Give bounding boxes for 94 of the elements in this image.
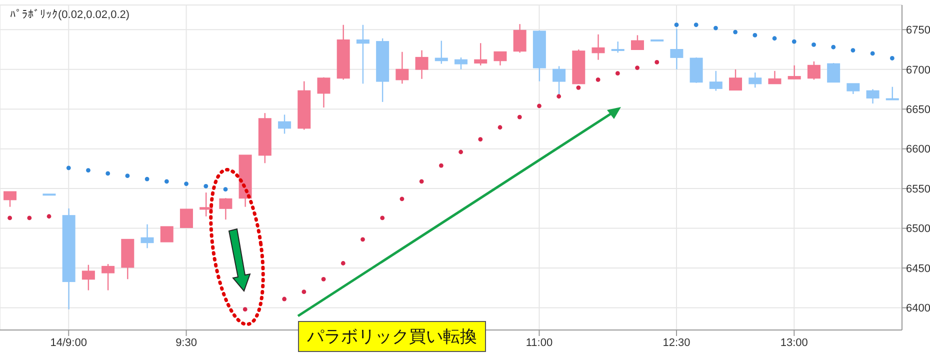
point <box>792 39 796 44</box>
point <box>812 42 816 47</box>
candlestick <box>415 50 428 80</box>
x-tick-label: 11:00 <box>526 336 553 349</box>
point <box>164 179 169 184</box>
candlestick <box>807 60 820 80</box>
candlestick <box>454 56 468 70</box>
y-tick-label: 6450 <box>906 262 930 275</box>
point <box>438 163 444 168</box>
candlestick <box>474 42 488 66</box>
point <box>8 216 12 220</box>
candlestick <box>592 34 605 60</box>
point <box>517 114 522 120</box>
candlestick <box>278 114 292 134</box>
point <box>223 187 228 192</box>
point <box>86 168 90 172</box>
y-tick-label: 6650 <box>906 104 930 116</box>
candlestick <box>494 51 507 66</box>
candlestick <box>434 40 448 64</box>
y-tick-label: 6750 <box>906 24 930 37</box>
candlestick <box>140 224 154 249</box>
point <box>27 216 32 220</box>
candlestick <box>160 226 174 242</box>
candlestick <box>102 263 115 291</box>
x-tick-label: 14/9:00 <box>50 336 87 349</box>
point <box>204 184 208 188</box>
candlestick <box>4 191 16 208</box>
point <box>125 174 130 178</box>
y-tick-label: 6550 <box>906 183 930 196</box>
point <box>596 77 600 82</box>
candlestick <box>82 264 95 291</box>
point <box>635 66 640 70</box>
candlestick <box>709 70 722 92</box>
point <box>694 22 698 28</box>
y-tick-label: 6700 <box>906 64 930 76</box>
point <box>772 36 777 41</box>
point <box>556 94 562 99</box>
x-tick-label: 13:00 <box>780 336 808 349</box>
x-tick-label: 12:30 <box>662 336 690 349</box>
candlestick <box>846 83 860 95</box>
candlestick <box>552 66 566 97</box>
point <box>242 307 248 312</box>
chart-title: ﾊﾟﾗﾎﾞﾘｯｸ(0.02,0.02,0.2) <box>10 8 130 21</box>
y-tick-label: 6400 <box>906 302 930 315</box>
candlestick <box>396 51 409 84</box>
point <box>321 276 326 282</box>
candlestick <box>768 70 782 84</box>
point <box>537 104 542 108</box>
point <box>674 22 679 28</box>
point <box>302 290 306 294</box>
point <box>831 44 836 50</box>
point <box>184 182 188 186</box>
candlestick <box>356 24 370 84</box>
candlestick <box>729 68 742 91</box>
candlestick <box>513 23 526 54</box>
candlestick <box>611 40 624 54</box>
point <box>478 137 483 142</box>
candlestick <box>219 197 232 220</box>
candlestick <box>866 88 880 104</box>
point <box>870 51 875 56</box>
point <box>752 32 758 38</box>
candlestick <box>317 76 330 108</box>
candlestick <box>748 72 762 88</box>
point <box>733 30 738 34</box>
point <box>144 176 150 182</box>
point <box>576 85 581 90</box>
annotation: パラボリック買い転換 <box>298 321 486 352</box>
point <box>714 26 718 30</box>
point <box>419 179 424 184</box>
candlestick <box>827 62 840 83</box>
point <box>615 71 620 76</box>
y-tick-label: 6600 <box>906 144 930 156</box>
point <box>360 237 365 242</box>
point <box>654 60 660 64</box>
point <box>340 261 346 266</box>
point <box>850 48 856 52</box>
x-tick-label: 9:30 <box>176 336 197 349</box>
point <box>890 56 894 60</box>
point <box>46 214 52 219</box>
candlestick <box>690 56 703 84</box>
candlestick <box>788 64 801 80</box>
candlestick <box>180 208 193 228</box>
y-tick-label: 6500 <box>906 223 930 236</box>
point <box>66 166 71 170</box>
candlestick <box>630 34 644 50</box>
point <box>498 125 502 130</box>
point <box>458 150 464 154</box>
point <box>282 296 287 302</box>
candlestick <box>886 86 899 100</box>
candlestick <box>200 192 213 217</box>
point <box>106 171 110 176</box>
point <box>380 216 385 220</box>
point <box>400 196 404 202</box>
candlestick <box>670 28 684 70</box>
